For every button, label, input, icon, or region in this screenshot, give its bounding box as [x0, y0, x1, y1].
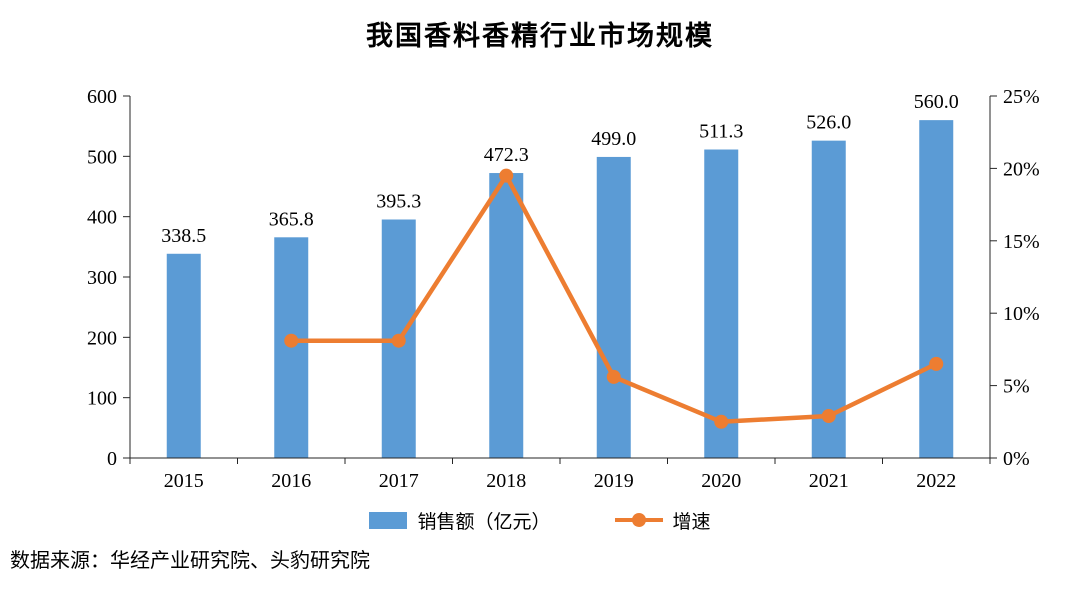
- right-axis-label: 15%: [1003, 231, 1040, 253]
- bar-2020: [704, 149, 739, 458]
- x-axis-label: 2021: [809, 470, 849, 492]
- x-axis-label: 2016: [271, 470, 311, 492]
- left-axis-label: 0: [107, 448, 117, 470]
- line-swatch-marker-icon: [631, 513, 646, 527]
- growth-marker-2022: [929, 356, 944, 371]
- right-axis-label: 5%: [1003, 376, 1030, 398]
- bar-2021: [811, 140, 846, 458]
- chart-svg: 0 100 200 300 400 500 600 0% 5% 10% 15% 20% 25% 2015 2…: [87, 86, 1040, 492]
- bar-value-label: 526.0: [806, 112, 851, 134]
- x-axis-label: 2018: [486, 470, 526, 492]
- bar-value-label: 395.3: [376, 191, 421, 213]
- growth-marker-2020: [714, 414, 729, 429]
- left-axis-label: 600: [87, 86, 117, 108]
- growth-marker-2021: [821, 409, 836, 424]
- right-axis-label: 10%: [1003, 303, 1040, 325]
- left-axis-label: 300: [87, 267, 117, 289]
- x-axis-label: 2019: [594, 470, 634, 492]
- legend-label-sales: 销售额（亿元）: [417, 511, 551, 533]
- right-axis-label: 20%: [1003, 158, 1040, 180]
- right-axis-label: 25%: [1003, 86, 1040, 108]
- chart-title: 我国香料香精行业市场规模: [366, 21, 714, 51]
- chart-legend: 销售额（亿元） 增速: [0, 502, 1080, 538]
- bar-value-label: 499.0: [591, 128, 636, 150]
- bar-2018: [489, 173, 524, 459]
- bar-2022: [919, 120, 954, 458]
- left-axis-label: 400: [87, 207, 117, 229]
- bar-2015: [166, 253, 201, 458]
- growth-marker-2017: [391, 333, 406, 348]
- x-axis-label: 2015: [164, 470, 204, 492]
- bar-value-label: 511.3: [699, 121, 743, 143]
- legend-item-growth: 增速: [614, 507, 711, 534]
- left-axis-label: 100: [87, 388, 117, 410]
- x-axis-label: 2020: [701, 470, 741, 492]
- bar-2019: [596, 156, 631, 458]
- line-series-swatch: [614, 513, 663, 527]
- bar-value-label: 365.8: [269, 208, 314, 230]
- growth-marker-2016: [284, 333, 299, 348]
- legend-item-sales: 销售额（亿元）: [369, 507, 551, 534]
- legend-label-growth: 增速: [672, 511, 711, 533]
- bar-series-swatch: [369, 511, 408, 529]
- bar-value-label: 560.0: [914, 91, 959, 113]
- bar-value-label: 338.5: [161, 225, 206, 247]
- data-source-text: 数据来源：华经产业研究院、头豹研究院: [10, 550, 370, 572]
- right-axis-label: 0%: [1003, 448, 1030, 470]
- growth-marker-2019: [606, 369, 621, 384]
- left-axis-label: 500: [87, 146, 117, 168]
- growth-marker-2018: [499, 168, 514, 183]
- x-axis-label: 2017: [379, 470, 419, 492]
- left-axis-label: 200: [87, 327, 117, 349]
- bar-value-label: 472.3: [484, 144, 529, 166]
- x-axis-label: 2022: [916, 470, 956, 492]
